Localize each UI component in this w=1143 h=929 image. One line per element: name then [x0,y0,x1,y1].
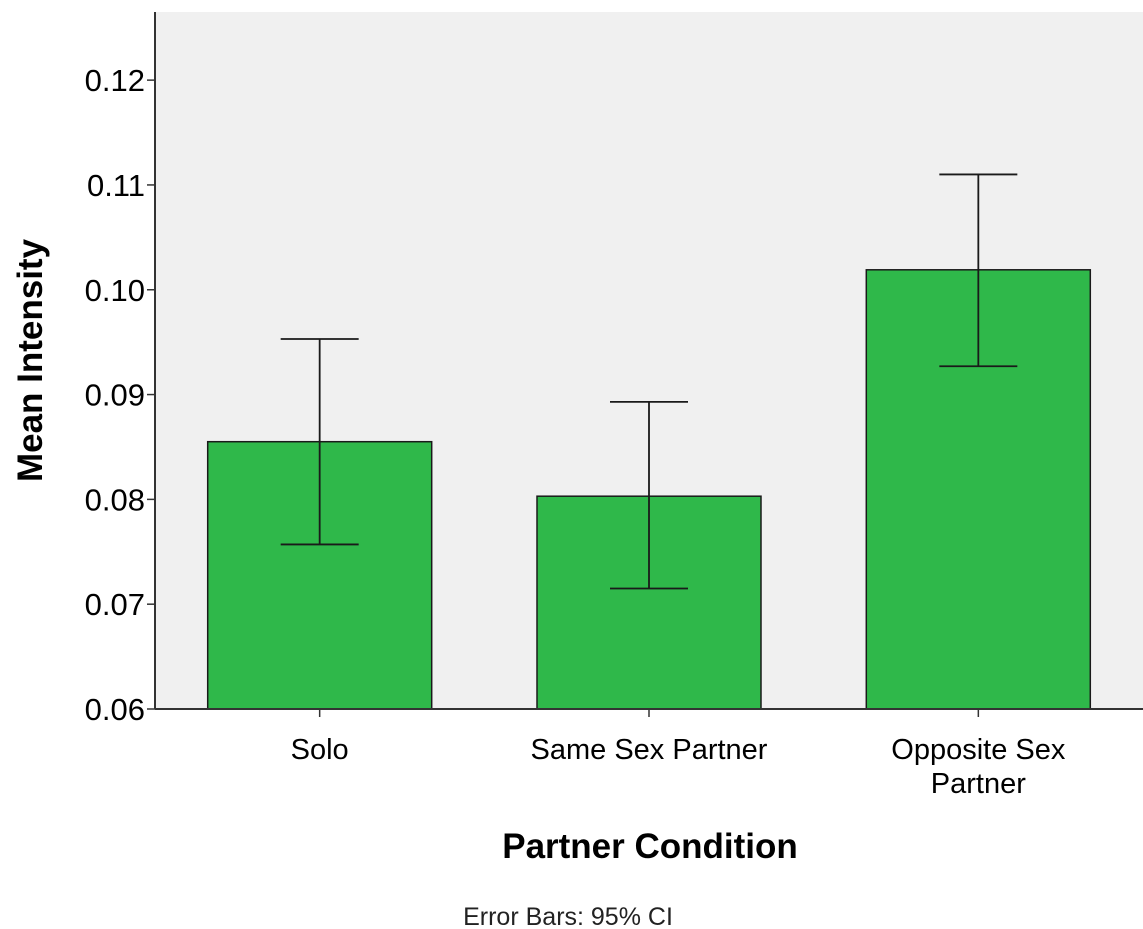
y-tick-label: 0.07 [85,587,145,622]
x-ticks-group: Solo Same Sex Partner Opposite Sex Partner [291,709,1066,800]
x-tick-label: Solo [291,734,349,766]
error-bars-group [280,173,1018,590]
error-bar-opposite-sex-partner [939,173,1018,368]
x-tick-label: Same Sex Partner [531,734,768,766]
y-tick-label: 0.08 [85,482,145,517]
error-bar-solo [280,338,359,546]
x-axis-title: Partner Condition [502,827,798,866]
y-tick-label: 0.06 [85,692,145,727]
y-axis-title: Mean Intensity [11,238,50,482]
error-bar-same-sex-partner [610,401,688,590]
y-tick-label: 0.09 [85,378,145,413]
y-tick-label: 0.10 [85,273,145,308]
x-tick-label: Opposite Sex Partner [891,734,1066,800]
y-tick-label: 0.11 [87,168,145,203]
y-tick-label: 0.12 [85,63,145,98]
error-bars-footnote: Error Bars: 95% CI [463,903,673,929]
y-ticks-group: 0.06 0.07 0.08 0.09 0.10 0.11 0.12 [85,63,155,727]
